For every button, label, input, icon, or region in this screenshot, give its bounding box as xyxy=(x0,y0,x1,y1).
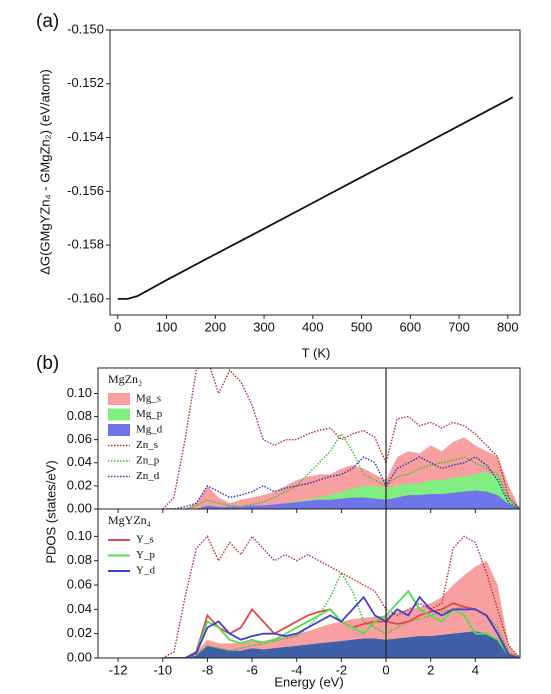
area xyxy=(162,490,520,509)
panel-label: (b) xyxy=(36,353,59,374)
x-tick-label: 500 xyxy=(351,319,373,334)
y-tick-label: 0.02 xyxy=(67,625,92,640)
y-tick-label: -0.150 xyxy=(67,21,104,36)
x-tick-label: 700 xyxy=(448,319,470,334)
x-tick-label: 0 xyxy=(114,319,121,334)
frame xyxy=(97,508,521,659)
y-tick-label: 0.10 xyxy=(67,385,92,400)
x-tick-label: 600 xyxy=(399,319,421,334)
frame xyxy=(109,29,521,316)
legend-label: Y_s xyxy=(136,534,154,546)
y-tick-label: 0.04 xyxy=(67,601,92,616)
y-axis-label: PDOS (states/eV) xyxy=(43,460,58,563)
legend-label: Zn_p xyxy=(136,455,160,467)
y-tick-label: 0.10 xyxy=(67,528,92,543)
y-tick-label: 0.00 xyxy=(67,500,92,515)
x-axis-label: Energy (eV) xyxy=(274,674,343,689)
x-tick-label: -12 xyxy=(109,662,128,677)
plot-area xyxy=(162,368,520,509)
x-tick-label: 400 xyxy=(302,319,324,334)
legend-swatch xyxy=(108,424,130,436)
y-tick-label: 0.06 xyxy=(67,431,92,446)
y-tick-label: 0.02 xyxy=(67,477,92,492)
y-tick-label: 0.08 xyxy=(67,408,92,423)
x-tick-label: 4 xyxy=(472,662,479,677)
line xyxy=(162,368,520,509)
legend-label: Mg_s xyxy=(136,393,161,405)
line xyxy=(162,571,520,658)
legend-label: Y_p xyxy=(136,549,155,561)
x-tick-label: 0 xyxy=(382,662,389,677)
x-tick-label: -10 xyxy=(153,662,172,677)
x-tick-label: 2 xyxy=(427,662,434,677)
y-tick-label: -0.158 xyxy=(67,237,104,252)
y-axis-label: ΔG(GMgYZn₄ - GMgZn₂) (eV/atom) xyxy=(37,69,52,274)
y-tick-label: 0.08 xyxy=(67,552,92,567)
legend-title: MgYZn₄ xyxy=(108,513,151,527)
plot-area xyxy=(162,535,520,658)
x-tick-label: -8 xyxy=(202,662,214,677)
line xyxy=(117,96,514,300)
x-tick-label: -6 xyxy=(246,662,258,677)
y-tick-label: -0.152 xyxy=(67,75,104,90)
x-tick-label: -2 xyxy=(336,662,348,677)
legend-swatch xyxy=(108,393,130,405)
y-tick-label: 0.06 xyxy=(67,576,92,591)
line xyxy=(162,456,520,509)
legend-label: Mg_d xyxy=(136,424,163,436)
x-axis-label: T (K) xyxy=(302,345,331,360)
legend-label: Mg_p xyxy=(136,408,163,420)
area xyxy=(162,560,520,658)
y-tick-label: 0.00 xyxy=(67,649,92,664)
legend-title: MgZn₂ xyxy=(108,372,142,386)
y-tick-label: -0.160 xyxy=(67,290,104,305)
line xyxy=(162,535,520,658)
x-tick-label: 200 xyxy=(204,319,226,334)
y-tick-label: 0.04 xyxy=(67,454,92,469)
legend-label: Y_d xyxy=(136,565,155,577)
x-tick-label: -4 xyxy=(291,662,303,677)
area xyxy=(162,631,520,658)
x-tick-label: 100 xyxy=(156,319,178,334)
plot-area xyxy=(117,96,514,300)
x-tick-label: 300 xyxy=(253,319,275,334)
legend-swatch xyxy=(108,408,130,421)
y-tick-label: -0.154 xyxy=(67,129,104,144)
x-tick-label: 800 xyxy=(497,319,519,334)
panel-label: (a) xyxy=(36,11,59,32)
y-tick-label: -0.156 xyxy=(67,183,104,198)
line xyxy=(162,595,520,658)
legend-label: Zn_d xyxy=(136,470,160,482)
legend-label: Zn_s xyxy=(136,439,158,451)
